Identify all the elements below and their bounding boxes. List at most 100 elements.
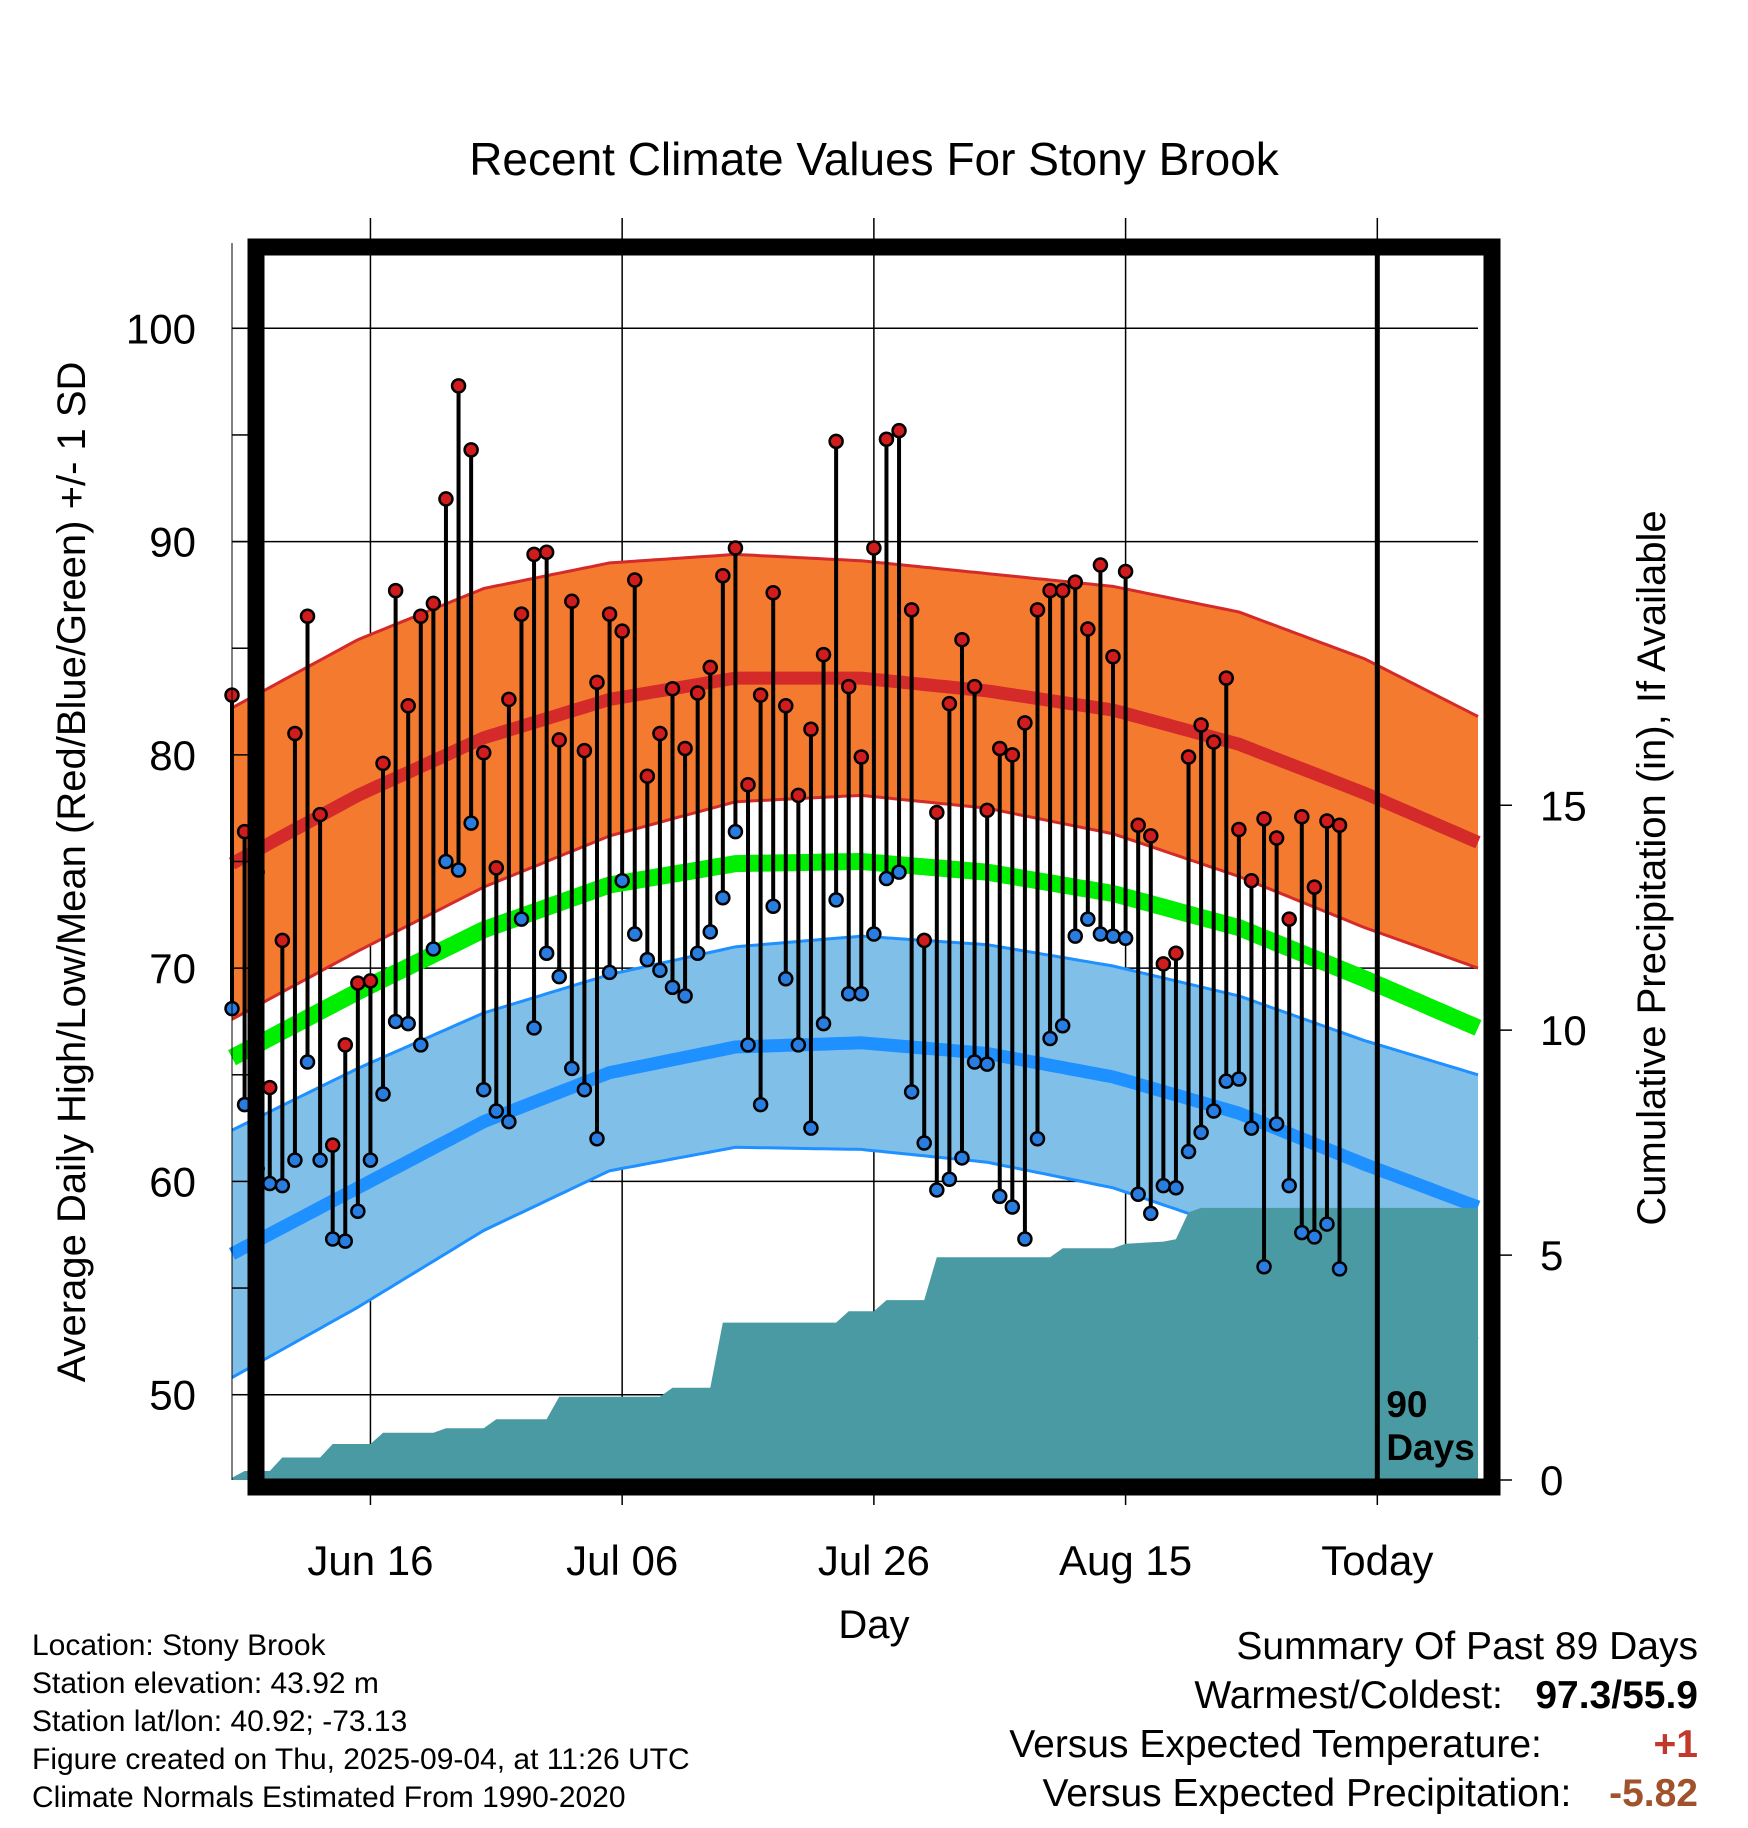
slash-separator: /	[1611, 1674, 1623, 1717]
elevation-text: Station elevation: 43.92 m	[32, 1667, 379, 1700]
daily-high-marker	[966, 678, 983, 695]
daily-high-marker	[891, 422, 907, 439]
daily-low-marker	[715, 890, 731, 906]
daily-high-marker	[287, 725, 303, 742]
daily-low-marker	[601, 964, 618, 981]
daily-high-marker	[1004, 747, 1021, 763]
precip-value: -5.82	[1609, 1772, 1698, 1815]
y2-tick-label-15: 15	[1540, 782, 1587, 829]
low-band-upper-edge	[231, 934, 1479, 1132]
y-tick-label-80: 80	[149, 732, 196, 779]
daily-low-marker	[501, 1113, 517, 1130]
daily-low-marker	[815, 1015, 832, 1032]
axis-ticks: 50 60 70 80 90 100 0 5 10 15 Jun 16 Jul 06 Jul 26 Aug…	[126, 305, 1587, 1584]
daily-high-marker	[425, 595, 442, 612]
warm-cold-label: Warmest/Coldest:	[1194, 1674, 1503, 1717]
daily-high-marker	[866, 540, 882, 556]
daily-low-marker	[1331, 1261, 1348, 1277]
daily-low-marker	[1306, 1229, 1323, 1245]
x-tick-label-jun-16: Jun 16	[307, 1537, 433, 1584]
daily-low-marker	[299, 1054, 316, 1070]
daily-high-marker	[916, 932, 932, 949]
daily-high-marker	[979, 802, 995, 819]
daily-high-marker	[1231, 821, 1247, 838]
daily-high-marker	[878, 431, 895, 447]
daily-high-marker	[1168, 945, 1184, 961]
daily-high-marker	[664, 680, 681, 697]
daily-high-marker	[375, 755, 391, 772]
daily-low-marker	[324, 1231, 341, 1247]
precip-label: Versus Expected Precipitation:	[1042, 1772, 1572, 1815]
daily-high-marker	[488, 860, 505, 876]
daily-low-marker	[1117, 930, 1134, 947]
daily-high-marker	[1029, 602, 1046, 618]
daily-high-marker	[413, 608, 429, 624]
high-band-lower-edge	[231, 793, 1479, 1021]
daily-high-marker	[1042, 582, 1058, 599]
warm-cold-row: Warmest/Coldest: 97.3/55.9	[1009, 1671, 1698, 1720]
y-tick-label-90: 90	[149, 519, 196, 566]
daily-low-marker	[702, 924, 719, 940]
daily-low-marker	[614, 872, 630, 889]
x-tick-label-today: Today	[1321, 1537, 1433, 1584]
daily-low-marker	[916, 1135, 932, 1151]
daily-low-marker	[954, 1150, 970, 1166]
daily-low-marker	[1168, 1180, 1184, 1196]
x-tick-label-jul-06: Jul 06	[566, 1537, 678, 1584]
daily-low-marker	[1042, 1030, 1058, 1047]
daily-high-marker	[1092, 557, 1109, 573]
y2-axis-label: Cumulative Precipitation (in), If Availa…	[1630, 510, 1674, 1225]
daily-high-marker	[526, 546, 542, 563]
daily-low-marker	[1243, 1120, 1260, 1136]
daily-high-marker	[274, 932, 291, 949]
daily-low-marker	[1294, 1224, 1310, 1241]
normals-text: Climate Normals Estimated From 1990-2020	[32, 1781, 626, 1814]
daily-high-marker	[1256, 811, 1272, 827]
daily-low-marker	[350, 1203, 366, 1220]
daily-high-marker	[677, 740, 693, 757]
daily-high-marker	[337, 1037, 354, 1053]
daily-high-marker	[1180, 749, 1197, 765]
daily-low-marker	[425, 941, 442, 957]
daily-low-marker	[576, 1081, 593, 1098]
daily-low-marker	[677, 988, 693, 1004]
daily-low-marker	[903, 1084, 920, 1100]
daily-low-marker	[1319, 1216, 1335, 1232]
daily-high-marker	[1105, 649, 1121, 665]
daily-high-marker	[350, 975, 366, 991]
daily-high-marker	[475, 744, 492, 761]
daily-high-marker	[1080, 621, 1096, 637]
daily-high-marker	[601, 606, 618, 622]
daily-high-marker	[312, 806, 328, 823]
summary-heading: Summary Of Past 89 Days	[1236, 1625, 1698, 1668]
daily-low-marker	[513, 911, 530, 927]
daily-high-marker	[1054, 582, 1071, 599]
daily-low-marker	[1143, 1205, 1159, 1222]
daily-low-marker	[778, 971, 794, 987]
daily-low-marker	[362, 1152, 379, 1168]
daily-low-marker	[966, 1054, 983, 1070]
daily-low-marker	[1281, 1177, 1297, 1194]
daily-low-marker	[1268, 1116, 1285, 1132]
precip-cumulative-area	[232, 1207, 1478, 1480]
temp-value: +1	[1653, 1723, 1698, 1766]
y-axis-label: Average Daily High/Low/Mean (Red/Blue/Gr…	[50, 362, 94, 1383]
daily-high-marker	[501, 691, 517, 708]
summary-panel: Summary Of Past 89 Days Warmest/Coldest:…	[1009, 1622, 1698, 1818]
station-metadata: Location: Stony Brook Station elevation:…	[32, 1627, 690, 1817]
precipitation-area	[232, 1207, 1478, 1480]
daily-low-marker	[1054, 1017, 1071, 1034]
daily-low-marker	[752, 1096, 769, 1113]
daily-low-marker	[400, 1015, 416, 1032]
daily-high-marker	[1193, 717, 1209, 733]
daily-low-marker	[878, 870, 895, 887]
daily-high-marker	[1205, 734, 1222, 750]
daily-low-marker	[438, 853, 454, 870]
daily-high-marker	[262, 1079, 278, 1096]
high-normal-line	[228, 671, 1481, 870]
daily-low-marker	[803, 1120, 819, 1136]
daily-low-marker	[1029, 1131, 1046, 1147]
y-tick-label-100: 100	[126, 305, 196, 352]
daily-low-marker	[1205, 1103, 1222, 1119]
